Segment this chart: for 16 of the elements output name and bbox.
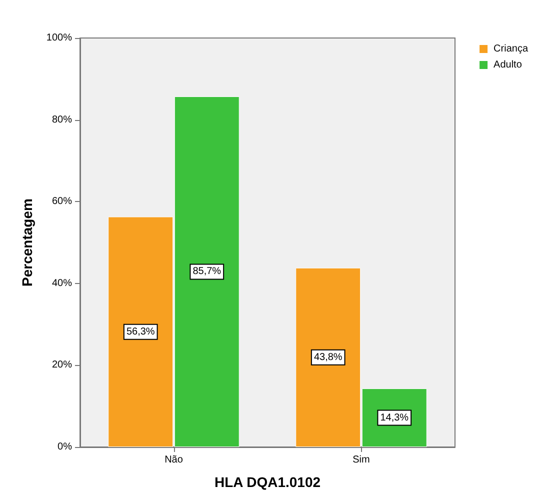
data-label: 14,3%: [380, 412, 409, 424]
y-tick-label: 40%: [52, 278, 72, 289]
legend-label: Adulto: [494, 60, 522, 70]
data-label: 43,8%: [314, 352, 342, 363]
data-label: 85,7%: [192, 266, 222, 278]
y-axis-title: Percentagem: [19, 198, 35, 286]
legend-label: Criança: [494, 44, 528, 54]
data-label: 56,3%: [126, 326, 155, 338]
y-tick-label: 100%: [46, 32, 72, 44]
y-tick-label: 20%: [52, 360, 72, 371]
x-tick-label: Não: [164, 454, 184, 466]
y-tick-label: 60%: [52, 196, 72, 208]
y-tick-label: 0%: [58, 442, 72, 452]
x-axis-title: HLA DQA1.0102: [214, 474, 321, 490]
y-tick-label: 80%: [52, 114, 72, 126]
x-tick-label: Sim: [352, 454, 370, 466]
